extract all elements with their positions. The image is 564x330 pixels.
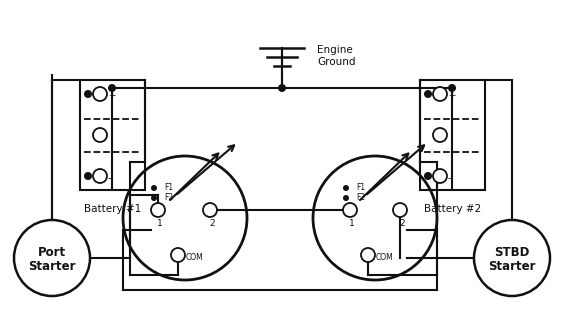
Circle shape [93, 87, 107, 101]
Circle shape [84, 90, 92, 98]
Text: COM: COM [375, 252, 393, 261]
Ellipse shape [14, 220, 90, 296]
Text: 1: 1 [157, 219, 163, 228]
Text: -: - [448, 173, 452, 183]
Text: Starter: Starter [488, 259, 536, 273]
Circle shape [151, 195, 157, 201]
Text: Ground: Ground [317, 57, 355, 67]
Text: +: + [448, 91, 456, 101]
Circle shape [203, 203, 217, 217]
Text: COM: COM [185, 252, 203, 261]
Circle shape [424, 90, 432, 98]
Circle shape [151, 203, 165, 217]
Text: Starter: Starter [28, 259, 76, 273]
Text: F2: F2 [356, 193, 365, 203]
Text: Engine: Engine [317, 45, 352, 55]
Text: 2: 2 [209, 219, 215, 228]
Text: F1: F1 [356, 183, 365, 192]
Circle shape [343, 185, 349, 191]
Text: F2: F2 [164, 193, 173, 203]
Circle shape [108, 84, 116, 92]
Circle shape [171, 248, 185, 262]
Text: 1: 1 [349, 219, 355, 228]
Text: 2: 2 [399, 219, 405, 228]
Circle shape [84, 172, 92, 180]
Circle shape [278, 84, 286, 92]
Text: STBD: STBD [494, 246, 530, 258]
Circle shape [151, 185, 157, 191]
Text: -: - [108, 173, 112, 183]
Bar [420, 80, 485, 190]
Text: F1: F1 [164, 183, 173, 192]
Ellipse shape [474, 220, 550, 296]
Circle shape [343, 203, 357, 217]
Bar [80, 80, 145, 190]
Circle shape [433, 128, 447, 142]
Text: Battery #2: Battery #2 [424, 204, 481, 214]
Circle shape [448, 84, 456, 92]
Circle shape [361, 248, 375, 262]
Circle shape [433, 169, 447, 183]
Circle shape [393, 203, 407, 217]
Text: Battery #1: Battery #1 [84, 204, 141, 214]
Circle shape [424, 172, 432, 180]
Circle shape [93, 128, 107, 142]
Text: Port: Port [38, 246, 66, 258]
Circle shape [343, 195, 349, 201]
Circle shape [433, 87, 447, 101]
Text: +: + [108, 91, 116, 101]
Circle shape [93, 169, 107, 183]
